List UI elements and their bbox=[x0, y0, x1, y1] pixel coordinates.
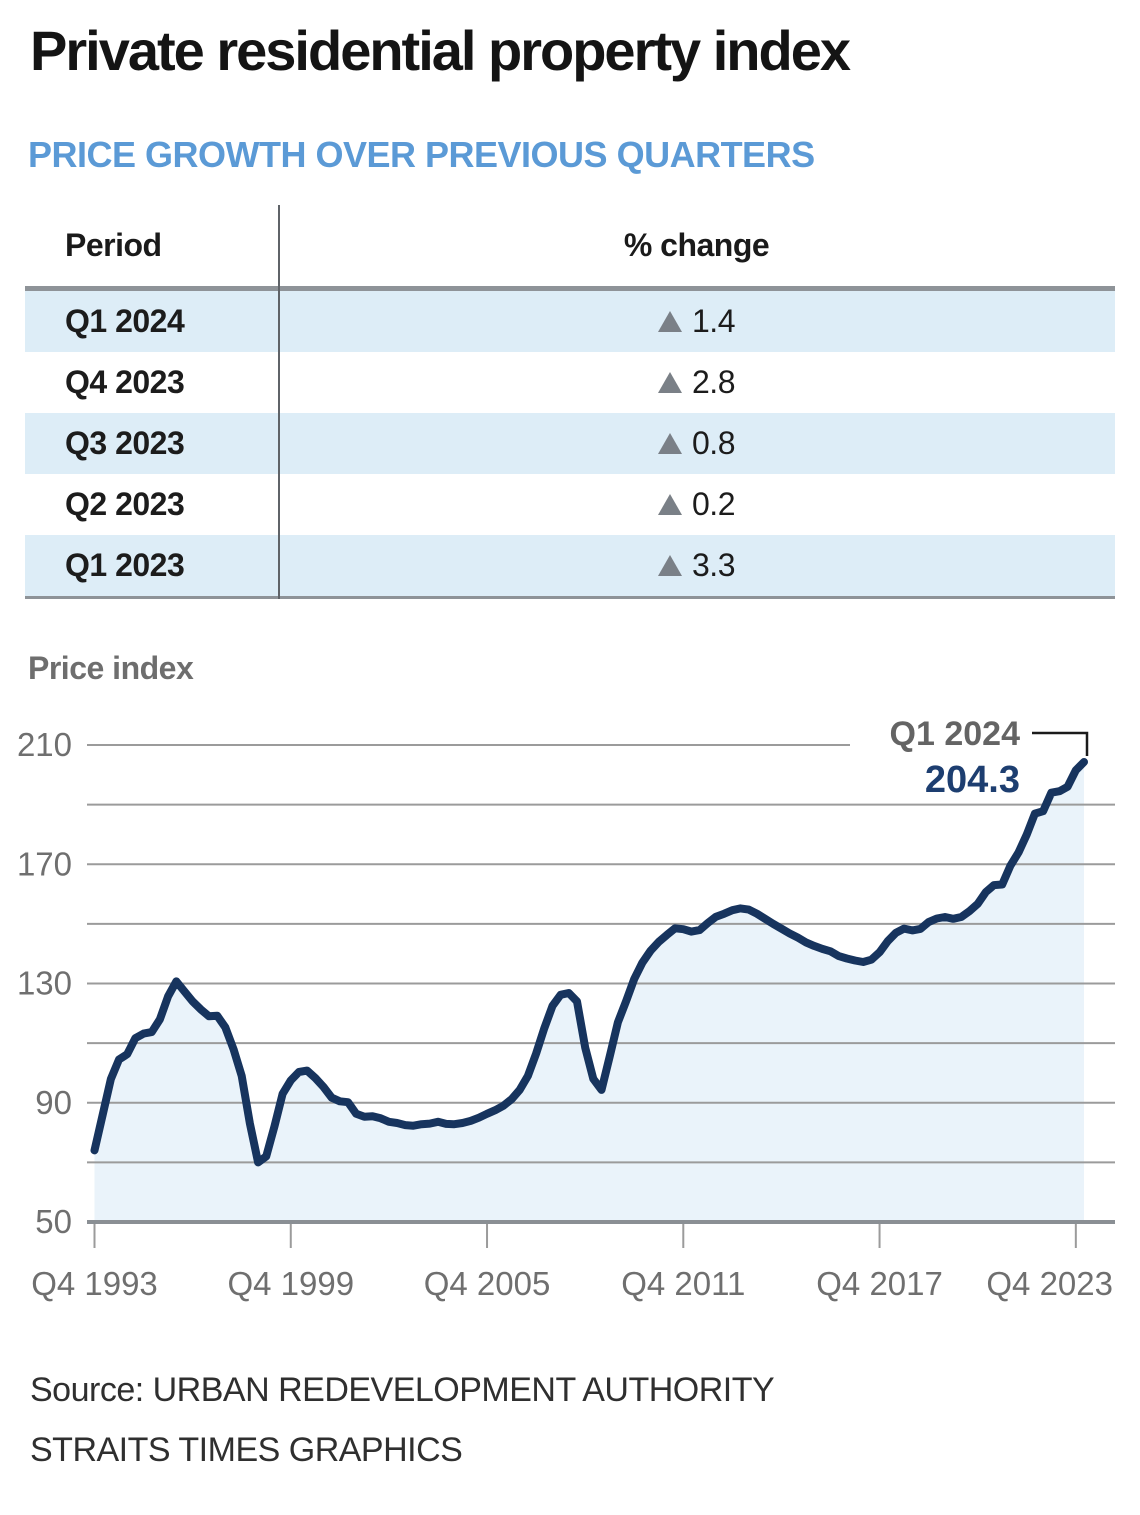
index-line bbox=[90, 758, 1088, 1167]
period-cell: Q1 2024 bbox=[65, 303, 185, 339]
x-axis-label: Q4 2005 bbox=[424, 1265, 551, 1302]
y-axis-label: 210 bbox=[17, 726, 72, 763]
up-triangle-icon bbox=[658, 555, 682, 576]
up-triangle-icon bbox=[658, 372, 682, 393]
x-axis bbox=[87, 1220, 1115, 1248]
axis-labels: 210 170 130 90 50 Q4 1993 Q4 1999 Q4 2005 Q4 201… bbox=[17, 726, 1113, 1302]
change-value: 2.8 bbox=[692, 364, 735, 400]
source-line: Source: URBAN REDEVELOPMENT AUTHORITY bbox=[30, 1371, 775, 1409]
period-cell: Q2 2023 bbox=[65, 486, 185, 522]
source-credit: Source: URBAN REDEVELOPMENT AUTHORITY ST… bbox=[30, 1360, 775, 1480]
table-subtitle: PRICE GROWTH OVER PREVIOUS QUARTERS bbox=[28, 134, 815, 175]
up-triangle-icon bbox=[658, 494, 682, 515]
table-row: Q1 2024 1.4 bbox=[25, 291, 1115, 352]
y-axis-label: 170 bbox=[17, 845, 72, 882]
up-triangle-icon bbox=[658, 433, 682, 454]
table-row: Q4 2023 2.8 bbox=[25, 352, 1115, 413]
column-divider bbox=[278, 205, 280, 599]
period-cell: Q1 2023 bbox=[65, 547, 185, 583]
price-index-chart: 210 170 130 90 50 Q4 1993 Q4 1999 Q4 2005 Q4 201… bbox=[17, 715, 1115, 1302]
price-growth-table: Period % change Q1 2024 1.4 Q4 2023 2.8 Q3 2… bbox=[25, 205, 1115, 599]
change-cell: 0.2 bbox=[278, 486, 1115, 523]
period-cell: Q3 2023 bbox=[65, 425, 185, 461]
x-axis-label: Q4 2017 bbox=[816, 1265, 943, 1302]
y-axis-label: 50 bbox=[35, 1203, 72, 1240]
endpoint-annotation: Q1 2024 204.3 bbox=[890, 715, 1089, 801]
change-cell: 3.3 bbox=[278, 547, 1115, 584]
change-cell: 1.4 bbox=[278, 303, 1115, 340]
change-cell: 0.8 bbox=[278, 425, 1115, 462]
area-fill bbox=[94, 762, 1084, 1222]
annotation-connector bbox=[1032, 731, 1089, 756]
change-cell: 2.8 bbox=[278, 364, 1115, 401]
y-axis-label: 130 bbox=[17, 965, 72, 1002]
up-triangle-icon bbox=[658, 311, 682, 332]
column-header-period: Period bbox=[65, 227, 162, 263]
chart-axis-title: Price index bbox=[28, 650, 194, 686]
table-row: Q2 2023 0.2 bbox=[25, 474, 1115, 535]
column-header-change: % change bbox=[623, 227, 770, 263]
page-title: Private residential property index bbox=[30, 19, 851, 82]
x-axis-label: Q4 1993 bbox=[31, 1265, 158, 1302]
table-header-row: Period % change bbox=[25, 205, 1115, 286]
table-top-rule bbox=[25, 286, 1115, 291]
annotation-label: Q1 2024 bbox=[890, 715, 1021, 753]
annotation-value: 204.3 bbox=[925, 759, 1020, 801]
table-body: Q1 2024 1.4 Q4 2023 2.8 Q3 2023 0.8 Q2 2023 0.2… bbox=[25, 291, 1115, 596]
change-value: 3.3 bbox=[692, 547, 735, 583]
change-value: 1.4 bbox=[692, 303, 735, 339]
x-axis-label: Q4 2011 bbox=[621, 1265, 745, 1302]
change-value: 0.2 bbox=[692, 486, 735, 522]
y-axis-label: 90 bbox=[35, 1084, 72, 1121]
table-row: Q1 2023 3.3 bbox=[25, 535, 1115, 596]
graphics-credit-line: STRAITS TIMES GRAPHICS bbox=[30, 1431, 463, 1469]
table-bottom-rule bbox=[25, 596, 1115, 599]
gridlines bbox=[87, 744, 1115, 1164]
period-cell: Q4 2023 bbox=[65, 364, 185, 400]
change-value: 0.8 bbox=[692, 425, 735, 461]
x-axis-label: Q4 2023 bbox=[986, 1265, 1113, 1302]
table-row: Q3 2023 0.8 bbox=[25, 413, 1115, 474]
x-axis-label: Q4 1999 bbox=[227, 1265, 354, 1302]
